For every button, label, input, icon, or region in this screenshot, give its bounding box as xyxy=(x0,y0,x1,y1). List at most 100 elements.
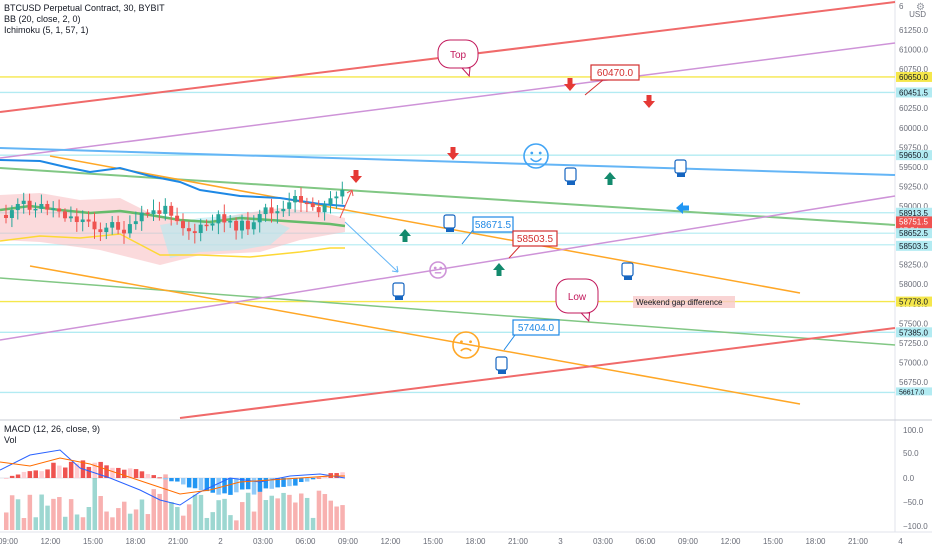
macd-histogram-bar xyxy=(104,465,109,478)
ichimoku-indicator-label[interactable]: Ichimoku (5, 1, 57, 1) xyxy=(4,25,89,35)
candle-body xyxy=(27,200,32,210)
price-badge-label: 57385.0 xyxy=(899,328,928,337)
volume-bar xyxy=(186,504,192,530)
volume-bar xyxy=(104,511,109,530)
price-label-58671-text: 58671.5 xyxy=(475,220,512,231)
baseline-line xyxy=(0,159,346,207)
volume-bar xyxy=(145,514,151,530)
candle-body xyxy=(240,220,244,231)
pointing-hand-icon xyxy=(564,167,577,182)
volume-bar xyxy=(63,516,68,530)
volume-bar xyxy=(139,499,145,530)
candle-body xyxy=(163,205,168,214)
price-badge-label: 57778.0 xyxy=(899,298,928,307)
price-label-57404-text: 57404.0 xyxy=(518,323,555,334)
candle-body xyxy=(4,215,8,218)
candle-body xyxy=(9,210,14,218)
volume-bar xyxy=(157,493,162,530)
price-badge xyxy=(896,387,932,396)
macd-histogram-bar xyxy=(287,478,292,487)
macd-histogram-bar xyxy=(198,478,204,491)
pointing-hand-icon xyxy=(674,159,687,174)
time-tick-label: 15:00 xyxy=(763,537,784,546)
candle-body xyxy=(68,216,73,219)
price-badge xyxy=(896,296,932,307)
trend-line xyxy=(0,277,896,346)
candles-group xyxy=(4,181,345,244)
price-tick-label: 56750.0 xyxy=(899,378,928,387)
volume-bar xyxy=(127,513,133,530)
neutral-face-icon-eye xyxy=(433,266,437,270)
candle-body xyxy=(204,224,209,227)
candle-body xyxy=(151,210,156,215)
macd-histogram-bar xyxy=(151,475,156,478)
candle-body xyxy=(245,220,250,230)
macd-histogram-bar xyxy=(45,469,50,478)
volume-bar xyxy=(204,517,210,530)
macd-histogram-bar xyxy=(86,466,92,478)
candle-body xyxy=(186,228,191,232)
price-label-58503-box xyxy=(512,230,558,247)
time-tick-label: 3 xyxy=(558,537,563,546)
price-label-58671-pointer xyxy=(461,229,474,245)
volume-bar xyxy=(68,499,74,530)
volume-bar xyxy=(74,514,80,530)
volume-bar xyxy=(198,494,204,530)
macd-histogram-bar xyxy=(175,478,180,482)
price-tick-label: 60000.0 xyxy=(899,124,928,133)
volume-bar xyxy=(316,490,322,530)
symbol-legend[interactable]: BTCUSD Perpetual Contract, 30, BYBIT BB … xyxy=(4,3,165,36)
macd-histogram-bar xyxy=(57,465,62,478)
settings-gear-icon[interactable]: ⚙ xyxy=(916,2,925,13)
candle-body xyxy=(51,208,56,210)
pointing-hand-icon-cuff xyxy=(395,296,403,300)
price-badge xyxy=(896,216,932,227)
candle-body xyxy=(175,215,180,222)
low-callout-tail xyxy=(580,312,591,323)
price-badge xyxy=(896,207,932,218)
top-callout-text: Top xyxy=(450,50,467,61)
pointing-hand-icon-cuff xyxy=(624,276,632,280)
trend-line xyxy=(29,265,801,405)
volume-bar xyxy=(293,502,298,530)
pointing-hand-icon-cuff xyxy=(446,228,454,232)
volume-bar xyxy=(275,498,280,530)
candle-body xyxy=(251,222,256,230)
candle-body xyxy=(181,221,185,229)
time-tick-label: 06:00 xyxy=(295,537,316,546)
price-tick-label: 57250.0 xyxy=(899,339,928,348)
price-tick-label: 61000.0 xyxy=(899,46,928,55)
candle-body xyxy=(74,216,79,223)
macd-legend[interactable]: MACD (12, 26, close, 9) Vol xyxy=(4,424,100,446)
time-tick-label: 15:00 xyxy=(83,537,104,546)
candle-body xyxy=(192,231,197,234)
macd-histogram-bar xyxy=(245,478,251,490)
volume-indicator-label[interactable]: Vol xyxy=(4,435,17,445)
macd-histogram-bar xyxy=(133,469,139,478)
candle-body xyxy=(210,223,215,226)
macd-histogram-bar xyxy=(51,462,56,478)
macd-indicator-label[interactable]: MACD (12, 26, close, 9) xyxy=(4,424,101,434)
macd-tick-label: 0.0 xyxy=(903,474,915,483)
volume-bar xyxy=(86,507,92,530)
volume-bar xyxy=(257,483,263,530)
price-badge xyxy=(896,71,932,82)
macd-line xyxy=(0,449,346,506)
time-tick-label: 18:00 xyxy=(125,537,146,546)
price-tick-label: 61250.0 xyxy=(899,26,928,35)
candle-body xyxy=(228,220,233,223)
candle-body xyxy=(57,208,62,212)
trade-arrow-down xyxy=(344,221,399,273)
candle-body xyxy=(281,208,286,212)
macd-tick-label: 100.0 xyxy=(903,426,924,435)
macd-histogram-bar xyxy=(275,478,280,488)
trend-line xyxy=(49,155,801,294)
macd-tick-label: −50.0 xyxy=(903,498,924,507)
macd-histogram-bar xyxy=(192,478,198,489)
bb-indicator-label[interactable]: BB (20, close, 2, 0) xyxy=(4,14,81,24)
symbol-title[interactable]: BTCUSD Perpetual Contract, 30, BYBIT xyxy=(4,3,165,13)
candle-body xyxy=(257,214,262,223)
macd-histogram-bar xyxy=(139,471,145,478)
